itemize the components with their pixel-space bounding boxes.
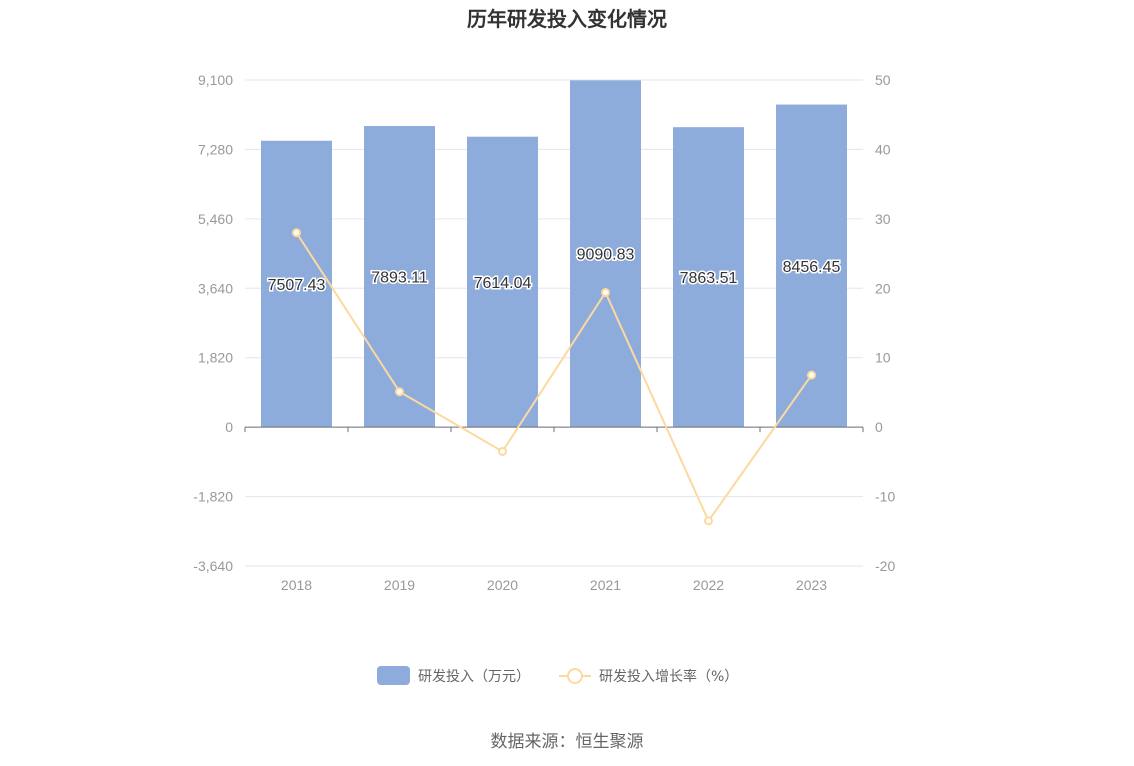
y-right-tick-label: 50 [875, 72, 891, 88]
line-series [292, 228, 816, 526]
x-tick-label: 2022 [693, 577, 724, 593]
x-axis: 2018 2019 2020 2021 2022 2023 [244, 426, 864, 593]
right-axis: 50 40 30 20 10 0 -10 -20 [875, 72, 895, 574]
bar [673, 127, 744, 428]
grid-lines [245, 79, 863, 567]
chart-title: 历年研发投入变化情况 [467, 7, 667, 31]
legend-item-bar[interactable]: 研发投入（万元） [377, 666, 530, 685]
bar-data-label: 8456.45 [783, 259, 841, 276]
y-right-tick-label: 10 [875, 350, 891, 366]
line-point [807, 370, 816, 380]
y-left-tick-label: 9,100 [198, 72, 233, 88]
bar-data-label: 9090.83 [577, 247, 635, 264]
bar-data-labels: 7507.43 7893.11 7614.04 9090.83 7863.51 8456.… [266, 245, 842, 295]
y-right-tick-label: 30 [875, 211, 891, 227]
bar [570, 80, 641, 428]
bar [364, 126, 435, 428]
y-left-tick-label: 3,640 [198, 280, 233, 296]
left-axis: 9,100 7,280 5,460 3,640 1,820 0 -1,820 -3,640 [193, 72, 233, 574]
bar-data-label: 7507.43 [268, 277, 326, 294]
y-left-tick-label: 7,280 [198, 141, 233, 157]
legend-bar-label: 研发投入（万元） [418, 669, 530, 685]
y-left-tick-label: 0 [225, 419, 233, 435]
x-tick-label: 2018 [281, 577, 312, 593]
x-tick-label: 2023 [796, 577, 827, 593]
line-point [498, 446, 507, 456]
y-right-tick-label: 0 [875, 419, 883, 435]
bar [467, 136, 538, 428]
bar [261, 140, 332, 428]
bar-data-label: 7614.04 [474, 275, 532, 292]
legend-line-label: 研发投入增长率（%） [599, 668, 738, 685]
y-left-tick-label: 1,820 [198, 350, 233, 366]
x-tick-label: 2019 [384, 577, 415, 593]
line-point [704, 516, 713, 526]
y-left-tick-label: -1,820 [193, 489, 233, 505]
line-point [395, 387, 404, 397]
x-tick-label: 2021 [590, 577, 621, 593]
y-right-tick-label: -20 [875, 558, 895, 574]
growth-line [295, 232, 813, 523]
source-text: 数据来源：恒生聚源 [491, 732, 644, 752]
legend-item-line[interactable]: 研发投入增长率（%） [559, 668, 738, 685]
y-right-tick-label: 40 [875, 141, 891, 157]
legend: 研发投入（万元） 研发投入增长率（%） [377, 666, 738, 685]
y-right-tick-label: 20 [875, 280, 891, 296]
y-left-tick-label: 5,460 [198, 211, 233, 227]
line-point [601, 287, 610, 297]
y-right-tick-label: -10 [875, 489, 895, 505]
x-tick-label: 2020 [487, 577, 518, 593]
y-left-tick-label: -3,640 [193, 558, 233, 574]
legend-line-marker [567, 668, 583, 684]
line-point [292, 228, 301, 238]
bar-data-label: 7863.51 [680, 270, 738, 287]
bar-series [261, 80, 847, 428]
legend-bar-swatch [377, 666, 410, 685]
bar-data-label: 7893.11 [371, 270, 428, 287]
